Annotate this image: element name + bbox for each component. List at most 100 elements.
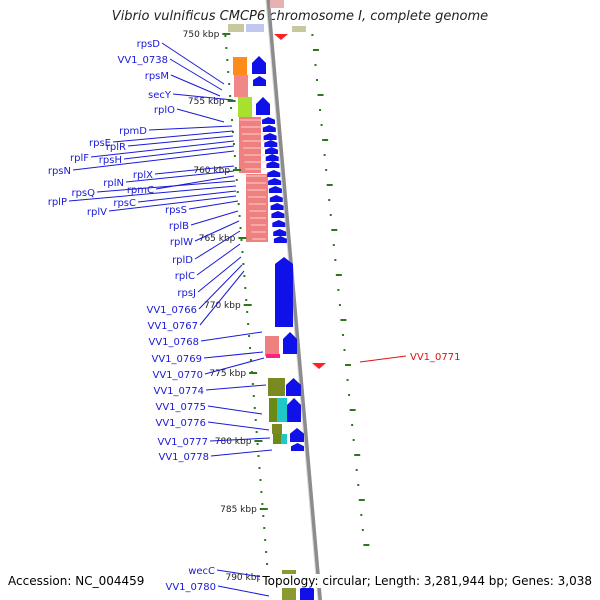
forward-gene-arrow [265,154,279,161]
feature-box [270,0,284,8]
inner-ring-dot [322,139,329,141]
gene-label-leader [161,42,225,85]
scale-tick-label: 775 kbp [209,369,246,379]
gene-label: rpsH [99,155,122,166]
outer-ring-dot [226,59,229,61]
gene-box-olive [269,398,277,422]
gene-label-leader [198,264,243,310]
inner-ring-dot [349,409,356,411]
forward-gene-arrow [270,203,284,210]
inner-ring-dot [326,184,333,186]
gene-label-leader [155,175,235,190]
inner-ring-dot [361,529,364,531]
gene-label-leader [200,331,263,342]
outer-ring-dot [240,239,243,241]
scale-tick-label: 765 kbp [199,234,236,244]
gene-label-leader [169,58,223,91]
forward-gene-arrow [266,161,280,168]
scale-tick-label: 790 kbp [225,573,262,583]
inner-ring-dot [311,34,314,36]
gene-label: rplB [169,221,189,232]
inner-ring-dot [348,394,351,396]
forward-gene-arrow [272,220,286,227]
outer-ring-dot [251,383,254,385]
feature-box [228,24,244,32]
gene-label-leader [127,135,234,147]
outer-ring-dot [233,155,236,157]
outer-ring-dot [238,215,241,217]
gene-label: VV1_0768 [149,337,200,348]
forward-gene-arrow [269,195,283,202]
gene-label: rpsE [89,138,111,149]
gene-label: rpsC [113,198,136,209]
inner-ring-dot [320,124,323,126]
inner-ring-dot [343,349,346,351]
gene-label: VV1_0778 [159,452,210,463]
gene-label: VV1_0780 [166,582,217,593]
forward-gene-arrow [253,76,266,86]
forward-gene-arrow [283,332,297,354]
gene-label-leader [209,437,271,442]
gene-label: VV1_0766 [147,305,198,316]
gene-label: rplR [106,142,126,153]
outer-ring-dot [265,551,268,553]
gene-label-leader [96,180,236,193]
gene-box-magenta [266,354,280,358]
gene-label-leader [170,74,221,97]
inner-ring-dot [351,424,354,426]
gene-label-leader [148,125,233,131]
inner-ring-dot [363,544,370,546]
gene-label-leader [137,190,237,203]
outer-ring-dot [254,419,257,421]
gene-box-cyan [281,434,287,444]
inner-ring-dot [357,484,360,486]
highlight-label-leader [359,355,407,363]
inner-ring-dot [338,304,341,306]
outer-ring-dot [232,143,235,145]
outer-ring-dot [256,443,259,445]
operon-box-orange [233,57,247,75]
gene-box-olive [272,424,282,434]
inner-ring-dot [358,499,365,501]
inner-ring-dot [325,169,328,171]
inner-ring-dot [354,454,361,456]
gene-label: rplC [175,271,195,282]
inner-ring-dot [312,49,319,51]
gene-label-leader [205,384,267,391]
outer-ring-dot [253,407,256,409]
inner-ring-dot [352,439,355,441]
outer-ring-dot [255,431,258,433]
inner-ring-dot [319,109,322,111]
inner-ring-dot [329,214,332,216]
outer-ring-dot [228,83,231,85]
outer-ring-dot [258,467,261,469]
outer-ring-dot [231,131,234,133]
gene-label: rpsS [165,205,187,216]
gene-label: secY [148,90,172,101]
gene-label: rplV [87,207,107,218]
reverse-strand-marker [312,363,326,369]
inner-ring-dot [331,229,338,231]
outer-ring-dot [260,491,263,493]
outer-ring-dot [246,311,249,313]
gene-label-leader [203,351,264,359]
outer-ring-dot [237,203,240,205]
reverse-strand-marker [274,34,288,40]
gene-box-olive [273,434,281,444]
inner-ring-dot [355,469,358,471]
operon-box-salmon [234,75,248,97]
forward-gene-arrow [262,125,276,132]
gene-label: rpmD [119,126,147,137]
forward-gene-arrow [287,398,301,422]
outer-ring-dot [257,455,260,457]
gene-label-leader [199,270,245,326]
forward-gene-arrow [273,236,287,243]
gene-label-leader [72,150,235,171]
inner-ring-dot [314,64,317,66]
outer-ring-dot [242,263,245,265]
gene-label: VV1_0769 [152,354,203,365]
gene-label: VV1_0770 [153,370,204,381]
outer-ring-dot [236,191,239,193]
scale-tick-label: 755 kbp [188,97,225,107]
